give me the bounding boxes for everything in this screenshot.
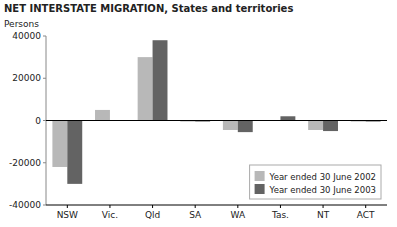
bar — [223, 121, 238, 131]
x-tick — [280, 205, 281, 208]
legend-frame — [250, 165, 381, 199]
y-tick-label: -20000 — [9, 158, 41, 168]
x-tick-label: Qld — [145, 210, 160, 220]
x-tick — [237, 205, 238, 208]
bar — [238, 121, 253, 133]
y-tick-label: 40000 — [12, 31, 41, 41]
legend-label: Year ended 30 June 2003 — [269, 185, 376, 195]
legend-label: Year ended 30 June 2002 — [269, 172, 376, 182]
x-tick — [323, 205, 324, 208]
x-tick-label: ACT — [357, 210, 375, 220]
legend-swatch — [255, 184, 265, 194]
bar — [280, 116, 295, 120]
x-tick — [365, 205, 366, 208]
x-tick-label: Tas. — [271, 210, 289, 220]
x-axis-line — [46, 205, 387, 206]
y-tick-label: 20000 — [12, 73, 41, 83]
bar — [138, 57, 153, 120]
bars — [52, 40, 380, 184]
x-axis: NSW Vic. Qld SA WA Tas. NT ACT — [46, 205, 387, 220]
x-tick — [195, 205, 196, 208]
chart-container: NET INTERSTATE MIGRATION, States and ter… — [0, 0, 397, 227]
bar — [153, 40, 168, 120]
x-tick-label: Vic. — [102, 210, 118, 220]
x-tick — [67, 205, 68, 208]
bar — [323, 121, 338, 132]
x-tick — [152, 205, 153, 208]
zero-line — [46, 120, 387, 121]
bar — [95, 110, 110, 121]
bar — [52, 121, 67, 167]
y-tick-label: -40000 — [9, 200, 41, 210]
title: NET INTERSTATE MIGRATION, States and ter… — [4, 3, 293, 14]
x-tick-label: NSW — [57, 210, 78, 220]
y-axis: -40000 -20000 0 20000 40000 — [9, 31, 46, 210]
legend-swatch — [255, 171, 265, 181]
bar — [308, 121, 323, 131]
x-tick-label: SA — [189, 210, 202, 220]
x-tick-label: WA — [231, 210, 246, 220]
legend: Year ended 30 June 2002 Year ended 30 Jun… — [250, 165, 381, 199]
x-tick-label: NT — [317, 210, 330, 220]
y-axis-label: Persons — [4, 19, 39, 29]
y-tick-label: 0 — [35, 116, 41, 126]
bar — [67, 121, 82, 184]
chart: NET INTERSTATE MIGRATION, States and ter… — [0, 0, 397, 227]
x-tick — [109, 205, 110, 208]
